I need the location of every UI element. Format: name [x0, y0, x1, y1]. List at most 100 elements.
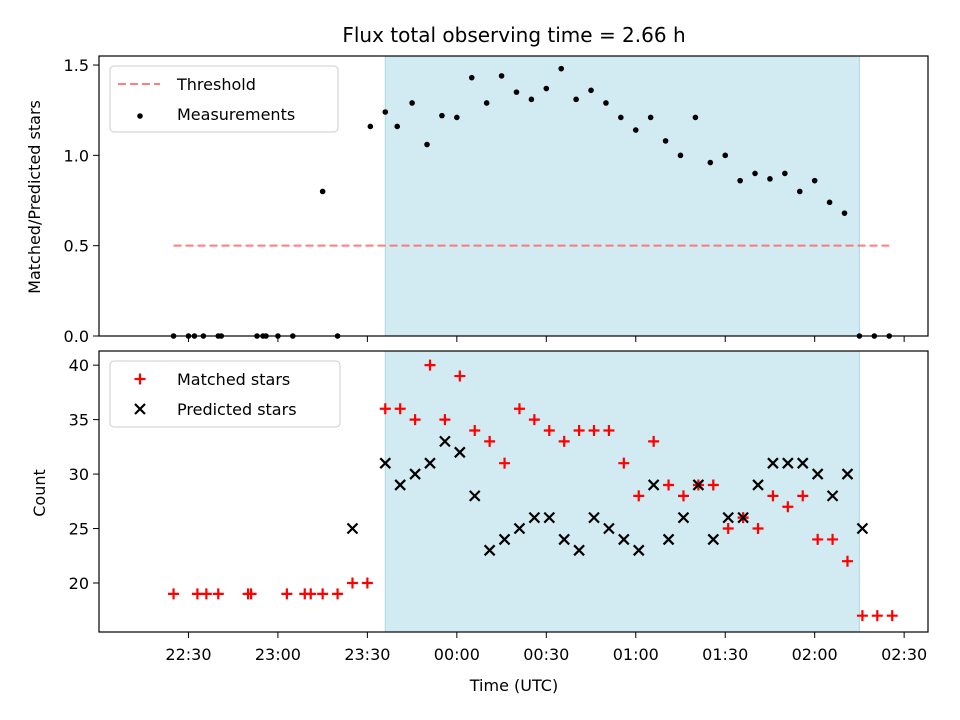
predicted-stars-point	[394, 479, 406, 491]
legend-label: Threshold	[176, 75, 256, 94]
measurement-point	[454, 114, 460, 121]
predicted-stars-point	[752, 479, 764, 491]
legend-matched-swatch	[134, 373, 146, 385]
matched-stars-point	[305, 588, 317, 600]
predicted-stars-point	[603, 522, 615, 535]
predicted-stars-point	[707, 533, 720, 546]
measurement-point	[677, 152, 684, 159]
observing-window-shade	[385, 56, 860, 336]
legend-label: Measurements	[177, 105, 295, 124]
matched-stars-point	[812, 533, 824, 545]
measurement-point	[826, 199, 833, 206]
measurement-point	[468, 74, 475, 81]
predicted-stars-point	[737, 511, 749, 524]
y-tick-label: 1.0	[64, 146, 89, 165]
matched-stars-point	[677, 490, 689, 502]
matched-stars-point	[245, 588, 257, 600]
legend-box	[109, 360, 341, 428]
matched-stars-point	[361, 577, 373, 589]
measurement-point	[692, 114, 699, 121]
legend-predicted-swatch	[134, 403, 146, 415]
x-tick-label: 22:30	[165, 645, 211, 664]
matched-stars-point	[782, 501, 794, 513]
y-tick-label: 35	[69, 411, 89, 430]
matched-stars-point	[484, 435, 496, 447]
measurement-point	[707, 159, 714, 166]
matched-stars-point	[871, 610, 883, 622]
predicted-stars-point	[782, 457, 794, 469]
chart-title: Flux total observing time = 2.66 h	[342, 23, 685, 47]
predicted-stars-point	[662, 533, 675, 546]
axes-frame	[98, 55, 929, 337]
measurement-point	[319, 188, 326, 195]
matched-stars-point	[212, 588, 224, 600]
matched-stars-point	[394, 403, 406, 415]
matched-stars-point	[513, 403, 525, 415]
predicted-stars-point	[558, 533, 570, 546]
x-tick-label: 01:30	[702, 645, 748, 664]
matched-stars-point	[317, 588, 329, 600]
matched-stars-point	[827, 533, 839, 545]
measurement-point	[737, 177, 743, 184]
bottom-y-axis-label: Count	[30, 469, 49, 517]
predicted-stars-point	[841, 468, 854, 480]
measurement-point	[811, 177, 818, 184]
matched-stars-point	[379, 403, 391, 415]
matched-stars-point	[439, 414, 451, 426]
measurement-point	[767, 176, 773, 182]
predicted-stars-point	[498, 533, 511, 546]
matched-stars-point	[707, 479, 719, 491]
predicted-stars-point	[528, 511, 541, 524]
matched-stars-point	[424, 359, 436, 371]
matched-stars-point	[281, 588, 293, 600]
y-tick-label: 0.5	[64, 237, 89, 256]
matched-stars-point	[454, 370, 466, 382]
measurement-point	[662, 138, 669, 144]
predicted-stars-point	[588, 511, 600, 524]
matched-stars-point	[752, 523, 764, 535]
measurement-point	[528, 96, 535, 103]
measurement-point	[558, 65, 565, 72]
legend-label: Predicted stars	[177, 400, 297, 419]
top-panel: 0.0 0.5 1.0 1.5 Threshold Measurements	[64, 55, 929, 346]
measurement-point	[483, 100, 490, 106]
measurement-point	[782, 170, 788, 177]
predicted-stars-point	[618, 533, 630, 546]
measurement-point	[603, 100, 609, 106]
predicted-stars-point	[346, 522, 359, 535]
predicted-stars-point	[647, 479, 660, 491]
measurement-point	[588, 87, 594, 94]
x-tick-label: 02:00	[792, 645, 838, 664]
matched-stars-point	[469, 425, 481, 437]
y-tick-label: 1.5	[64, 56, 89, 75]
top-y-axis-label: Matched/Predicted stars	[25, 100, 44, 294]
matched-stars-point	[633, 490, 645, 502]
measurement-point	[618, 114, 624, 121]
matched-stars-point	[856, 610, 868, 622]
observing-window-shade	[385, 351, 860, 632]
matched-stars-point	[767, 490, 779, 502]
matched-stars-point	[332, 588, 344, 600]
y-tick-label: 0.0	[64, 327, 89, 346]
y-tick-label: 40	[69, 356, 89, 375]
predicted-stars-point	[483, 544, 496, 557]
matched-stars-point	[886, 610, 898, 622]
x-tick-label: 01:00	[613, 645, 659, 664]
predicted-stars-point	[543, 511, 556, 524]
predicted-stars-point	[692, 479, 705, 491]
matched-stars-point	[663, 479, 675, 491]
matched-stars-point	[499, 457, 511, 469]
x-axis-label: Time (UTC)	[469, 676, 558, 695]
y-tick-label: 20	[69, 574, 89, 593]
matched-stars-point	[841, 555, 853, 567]
axes-frame	[98, 350, 929, 633]
predicted-stars-point	[811, 468, 824, 480]
predicted-stars-point	[468, 490, 481, 502]
matched-stars-point	[558, 435, 570, 447]
matched-stars-point	[797, 490, 809, 502]
predicted-stars-point	[767, 457, 779, 469]
y-tick-label: 25	[69, 520, 89, 539]
measurement-point	[841, 210, 848, 216]
x-tick-label: 23:00	[255, 645, 301, 664]
